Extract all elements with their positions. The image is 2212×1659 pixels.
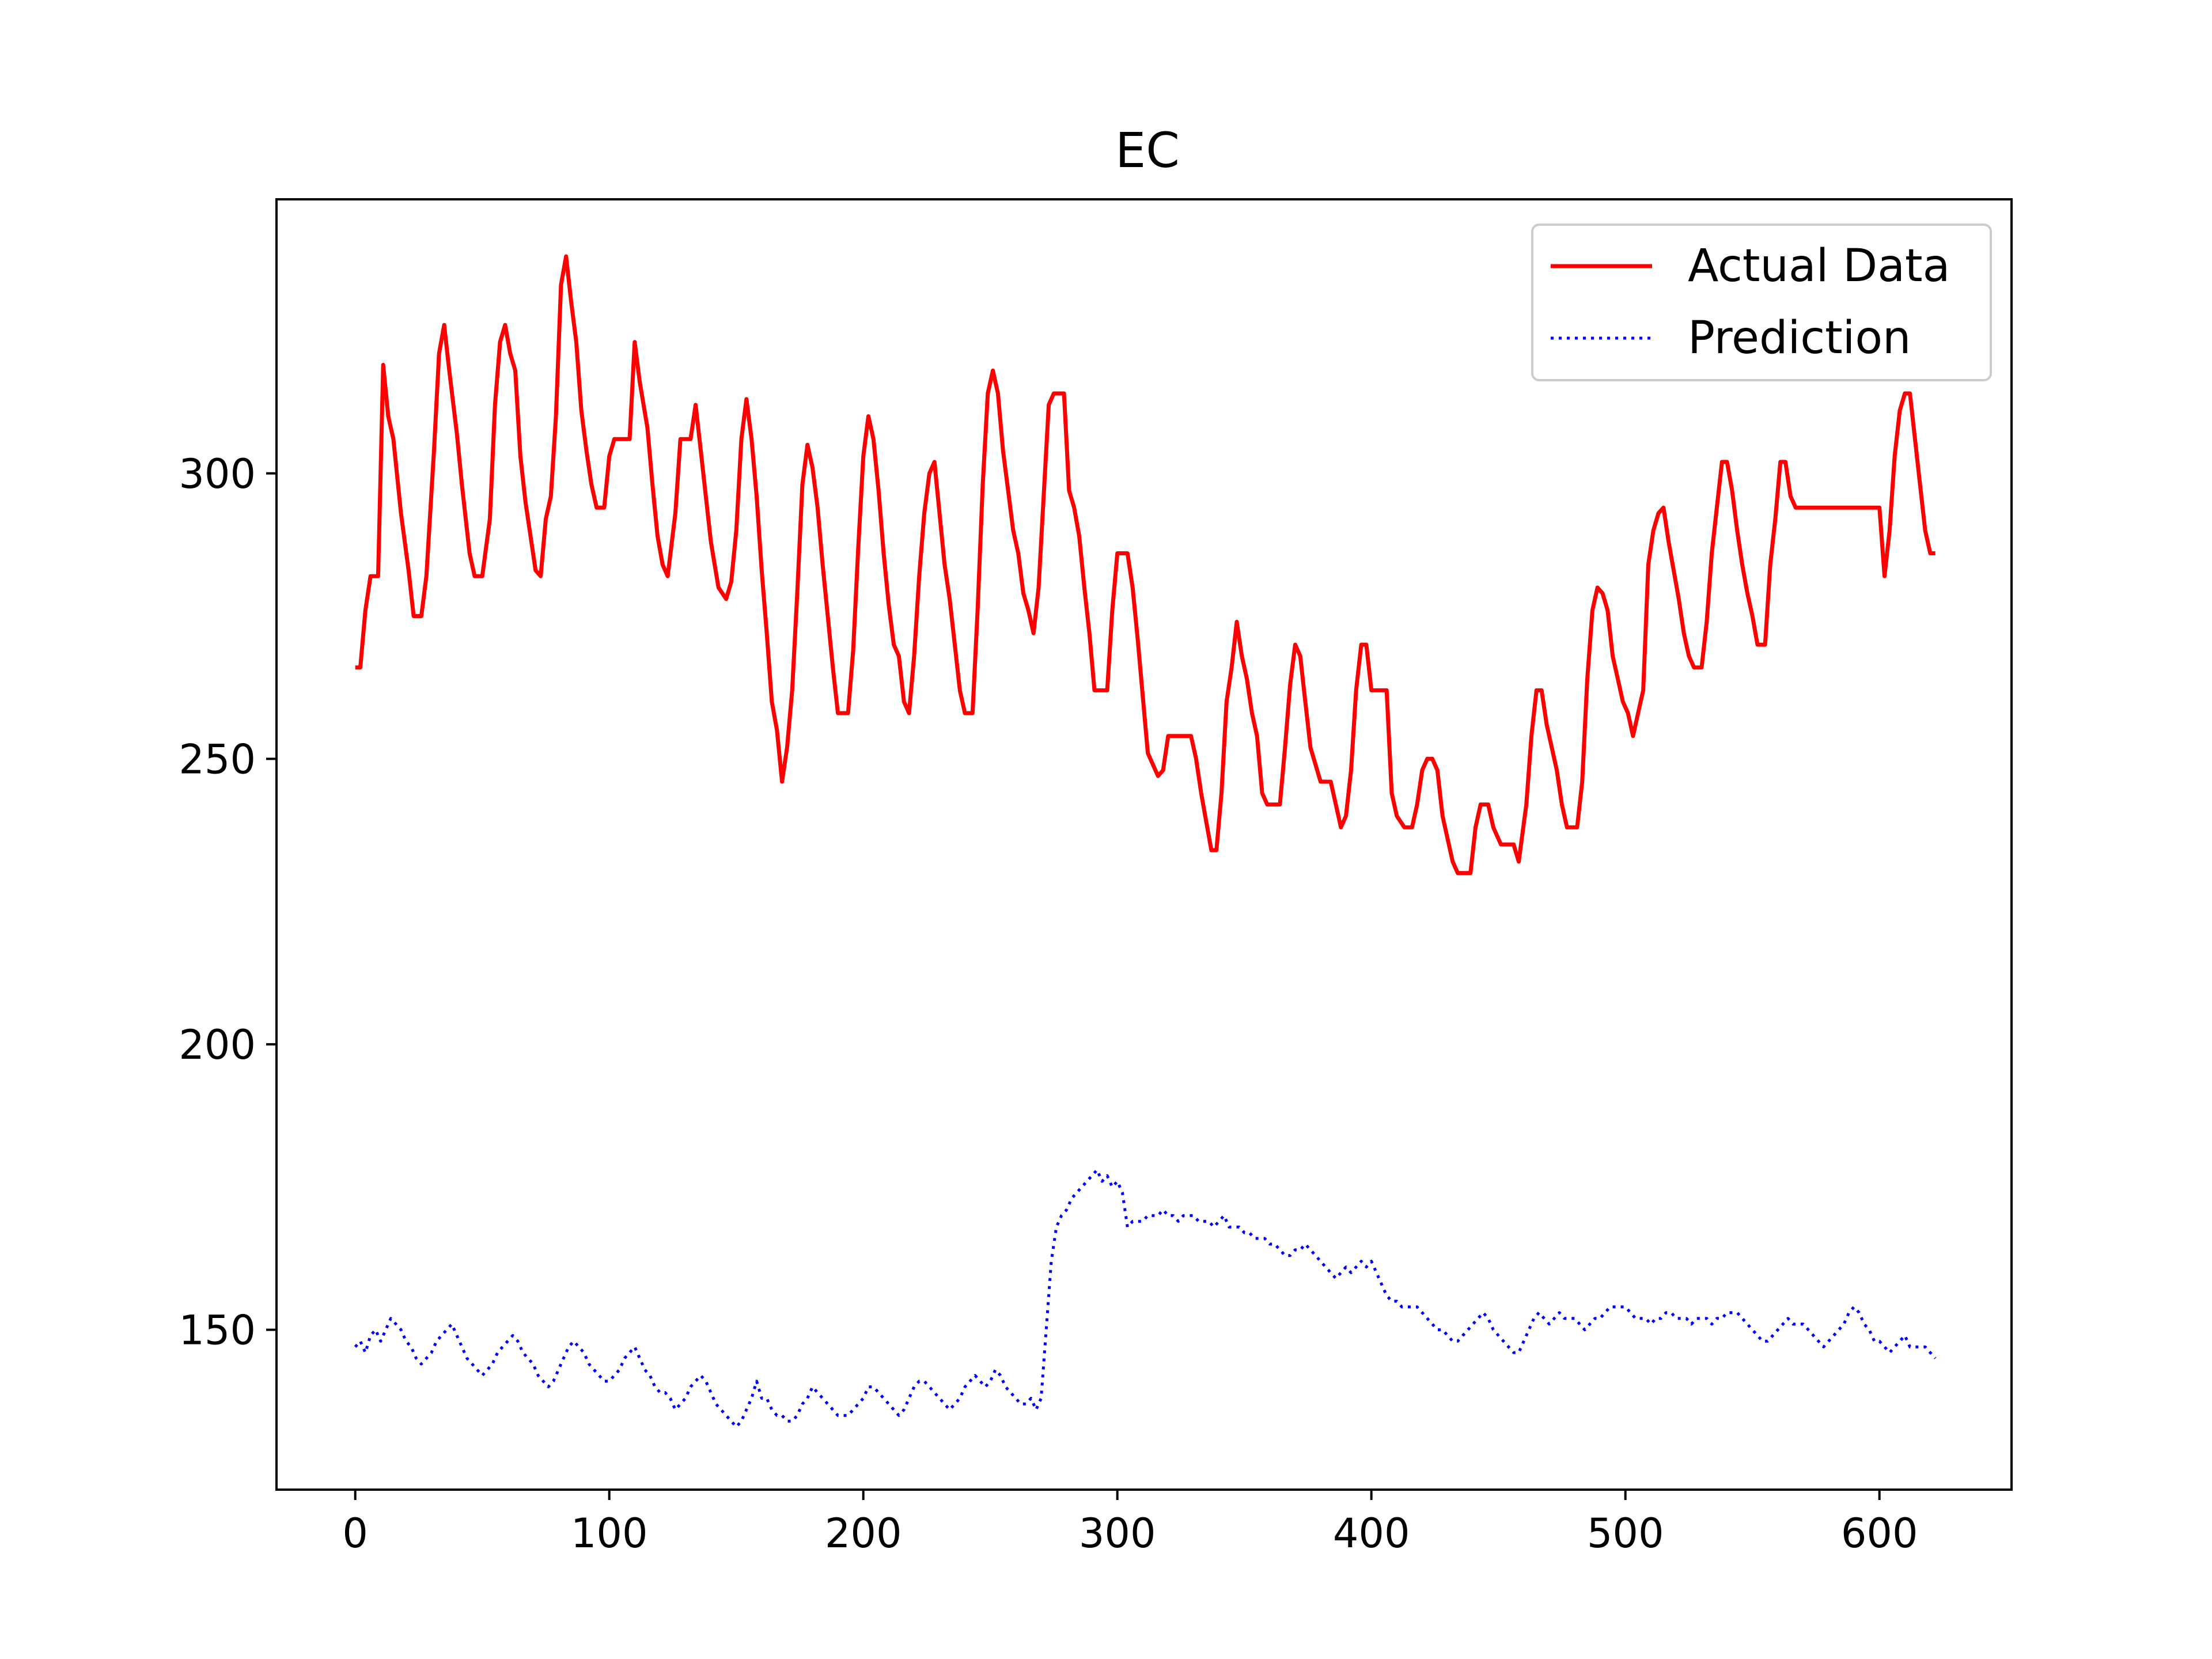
chart-title: EC bbox=[1115, 122, 1180, 179]
x-tick-label: 300 bbox=[1079, 1510, 1156, 1557]
x-tick-label: 600 bbox=[1841, 1510, 1918, 1557]
x-tick-label: 0 bbox=[342, 1510, 368, 1557]
plot-frame bbox=[275, 198, 2013, 1491]
y-tick-label: 200 bbox=[179, 1021, 256, 1069]
y-tick-label: 300 bbox=[179, 450, 256, 498]
legend-box bbox=[1531, 224, 1992, 381]
series-line-actual-data bbox=[355, 254, 1936, 876]
legend-label-actual-data: Actual Data bbox=[1688, 240, 1950, 292]
series-layer bbox=[354, 254, 1937, 1429]
axis-layer: 0 100 200 300 400 500 600 150 200 250 300 bbox=[179, 450, 1918, 1557]
legend-label-prediction: Prediction bbox=[1688, 312, 1911, 364]
series-line-prediction bbox=[354, 1168, 1937, 1429]
x-tick-label: 500 bbox=[1587, 1510, 1664, 1557]
x-tick-label: 200 bbox=[825, 1510, 902, 1557]
x-tick-label: 100 bbox=[571, 1510, 648, 1557]
y-tick-label: 150 bbox=[179, 1306, 256, 1354]
x-tick-label: 400 bbox=[1333, 1510, 1410, 1557]
legend: Actual Data Prediction bbox=[1531, 224, 1992, 381]
y-tick-label: 250 bbox=[179, 736, 256, 783]
